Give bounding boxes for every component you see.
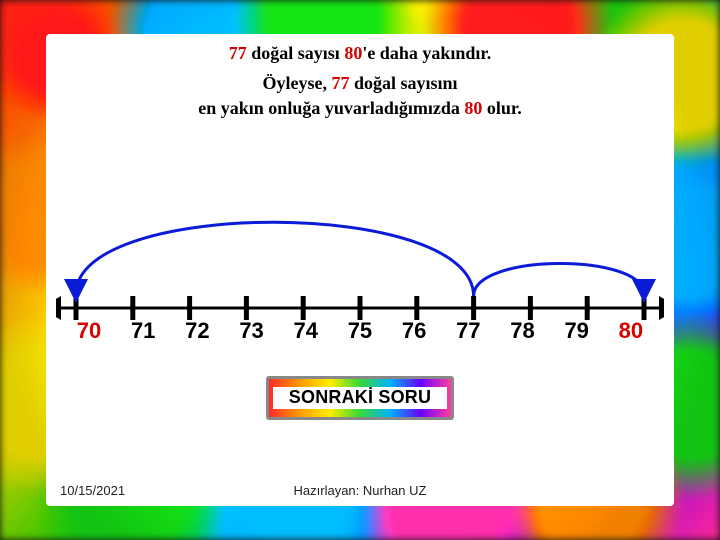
- subhead-l2-post: olur.: [482, 98, 521, 118]
- tick-label-73: 73: [225, 318, 279, 344]
- tick-label-77: 77: [441, 318, 495, 344]
- tick-label-80: 80: [604, 318, 658, 344]
- tick-label-76: 76: [387, 318, 441, 344]
- tick-label-70: 70: [62, 318, 116, 344]
- tick-label-71: 71: [116, 318, 170, 344]
- tick-label-72: 72: [170, 318, 224, 344]
- headline-num-2: 80: [344, 43, 362, 63]
- next-question-label: SONRAKİ SORU: [273, 387, 447, 409]
- content-panel: 77 doğal sayısı 80'e daha yakındır. Öyle…: [46, 34, 674, 506]
- subhead-l2-num: 80: [464, 98, 482, 118]
- footer-date: 10/15/2021: [60, 483, 125, 498]
- subhead-l1-pre: Öyleyse,: [262, 73, 331, 93]
- headline-post: 'e daha yakındır.: [362, 43, 491, 63]
- tick-labels-row: 7071727374757677787980: [56, 318, 664, 344]
- headline: 77 doğal sayısı 80'e daha yakındır.: [56, 42, 664, 65]
- subhead-l2-pre: en yakın onluğa yuvarladığımızda: [198, 98, 464, 118]
- tick-label-74: 74: [279, 318, 333, 344]
- footer-credit: Hazırlayan: Nurhan UZ: [294, 483, 427, 498]
- tick-label-79: 79: [550, 318, 604, 344]
- subhead-l1-num: 77: [331, 73, 349, 93]
- subhead: Öyleyse, 77 doğal sayısını en yakın onlu…: [56, 71, 664, 120]
- subhead-l1-post: doğal sayısını: [349, 73, 457, 93]
- tick-label-75: 75: [333, 318, 387, 344]
- number-line: 7071727374757677787980: [56, 190, 664, 350]
- headline-mid: doğal sayısı: [247, 43, 345, 63]
- next-question-button[interactable]: SONRAKİ SORU: [266, 376, 454, 420]
- tick-label-78: 78: [496, 318, 550, 344]
- headline-num-1: 77: [229, 43, 247, 63]
